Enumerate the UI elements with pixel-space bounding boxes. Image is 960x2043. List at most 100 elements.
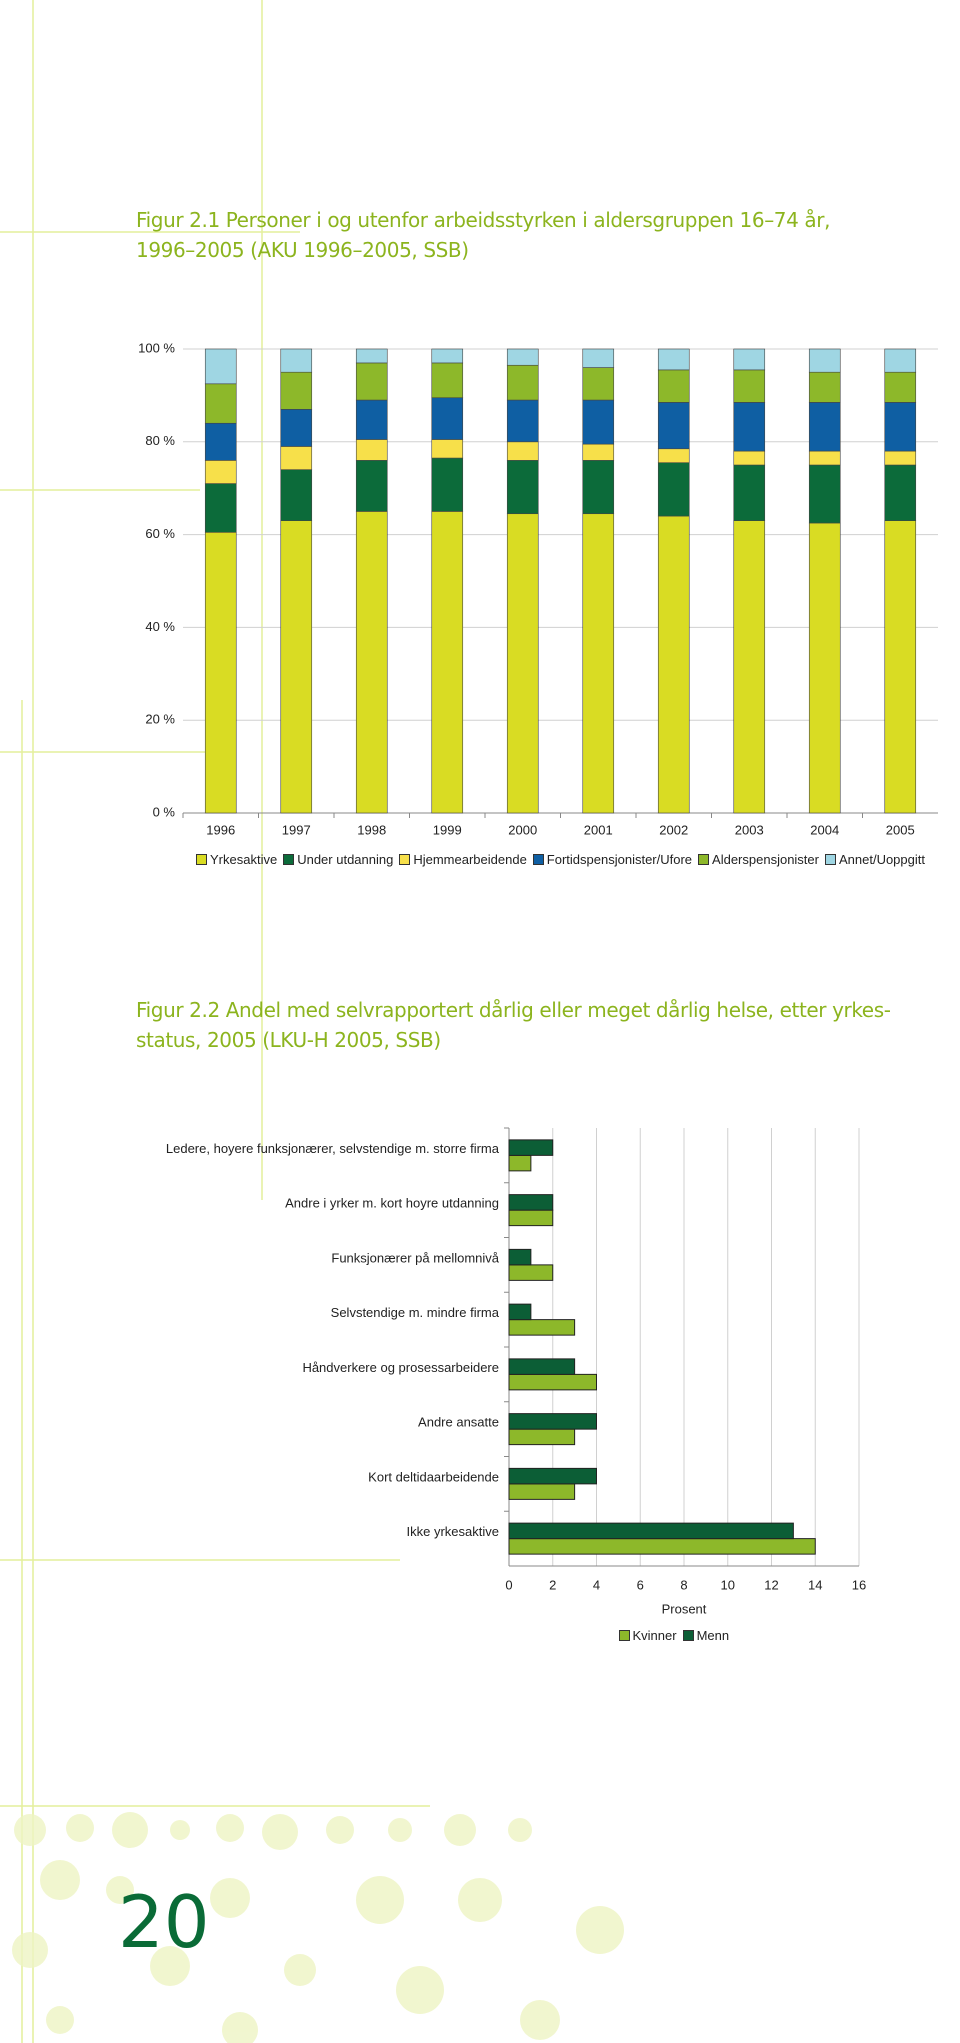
bar-segment xyxy=(733,348,766,371)
legend-swatch xyxy=(283,854,295,865)
bar-segment xyxy=(506,513,539,814)
y-tick-label: Ikke yrkesaktive xyxy=(407,1524,499,1539)
y-tick-label: 60 % xyxy=(145,526,175,541)
bar xyxy=(508,1319,576,1336)
bar-segment xyxy=(582,513,615,814)
bar-segment xyxy=(355,399,388,440)
bar xyxy=(508,1358,576,1375)
bar-segment xyxy=(204,348,237,385)
bar-segment xyxy=(808,464,841,524)
bar-segment xyxy=(204,460,237,484)
bar-segment xyxy=(355,362,388,401)
legend-item: Yrkesaktive xyxy=(196,852,277,867)
bar-segment xyxy=(808,522,841,814)
x-tick-label: 1997 xyxy=(282,822,311,837)
bar-segment xyxy=(884,371,917,403)
legend-item: Annet/Uoppgitt xyxy=(824,852,925,867)
bar-segment xyxy=(431,511,464,814)
bar xyxy=(508,1194,554,1211)
x-tick-label: 14 xyxy=(808,1577,822,1592)
legend-label: Menn xyxy=(696,1628,730,1643)
bar-segment xyxy=(355,439,388,461)
legend-swatch xyxy=(618,1630,630,1641)
y-tick-label: Andre i yrker m. kort hoyre utdanning xyxy=(285,1196,499,1211)
bar-segment xyxy=(506,460,539,515)
bar-segment xyxy=(355,348,388,364)
bar-segment xyxy=(506,348,539,366)
bar-segment xyxy=(733,402,766,452)
x-axis-title: Prosent xyxy=(662,1601,707,1616)
legend-item: Hjemmearbeidende xyxy=(399,852,527,867)
bar-segment xyxy=(280,409,313,447)
bar-segment xyxy=(884,464,917,521)
bar-segment xyxy=(582,399,615,445)
page-number: 20 xyxy=(118,1880,210,1964)
legend-item: Menn xyxy=(682,1628,730,1643)
legend-swatch xyxy=(532,854,544,865)
legend-label: Annet/Uoppgitt xyxy=(838,852,925,867)
bar-segment xyxy=(808,402,841,452)
bar-segment xyxy=(657,462,690,517)
legend-label: Kvinner xyxy=(632,1628,677,1643)
bar-segment xyxy=(431,457,464,512)
x-tick-label: 2005 xyxy=(886,822,915,837)
legend-label: Fortidspensjonister/Ufore xyxy=(546,852,693,867)
legend-item: Under utdanning xyxy=(283,852,393,867)
bar-segment xyxy=(582,460,615,515)
bar-segment xyxy=(582,443,615,461)
legend-label: Hjemmearbeidende xyxy=(413,852,527,867)
x-tick-label: 2003 xyxy=(735,822,764,837)
bar-segment xyxy=(733,464,766,521)
bar-segment xyxy=(204,383,237,424)
bar-segment xyxy=(280,469,313,521)
legend-item: Alderspensjonister xyxy=(698,852,819,867)
legend-swatch xyxy=(196,854,207,865)
bar-segment xyxy=(808,371,841,403)
legend-swatch xyxy=(698,854,710,865)
bar-segment xyxy=(280,348,313,373)
bar-segment xyxy=(884,520,917,814)
bar-segment xyxy=(204,483,237,533)
bar-segment xyxy=(506,399,539,443)
bar xyxy=(508,1522,794,1540)
y-tick-label: Kort deltidaarbeidende xyxy=(368,1469,499,1484)
bar-segment xyxy=(431,348,464,364)
x-tick-label: 6 xyxy=(637,1577,644,1592)
bar-segment xyxy=(733,369,766,403)
x-tick-label: 1999 xyxy=(433,822,462,837)
y-tick-label: Håndverkere og prosessarbeidere xyxy=(302,1360,499,1375)
bar xyxy=(508,1209,554,1227)
bar xyxy=(508,1483,576,1500)
x-tick-label: 4 xyxy=(593,1577,600,1592)
bar-segment xyxy=(657,369,690,403)
legend: Kvinner Menn xyxy=(618,1628,730,1643)
bar-segment xyxy=(808,450,841,466)
bar-segment xyxy=(733,450,766,466)
x-tick-label: 8 xyxy=(680,1577,687,1592)
y-tick-label: Andre ansatte xyxy=(418,1415,499,1430)
bar-segment xyxy=(280,371,313,410)
x-tick-label: 16 xyxy=(852,1577,866,1592)
bar xyxy=(508,1303,532,1321)
legend-label: Yrkesaktive xyxy=(210,852,278,867)
bar xyxy=(508,1248,532,1266)
bar xyxy=(508,1154,532,1172)
x-tick-label: 1998 xyxy=(357,822,386,837)
bar-segment xyxy=(204,531,237,814)
y-tick-label: 80 % xyxy=(145,433,175,448)
figure-title: Figur 2.1 Personer i og utenfor arbeidss… xyxy=(136,208,831,262)
x-tick-label: 12 xyxy=(764,1577,778,1592)
y-tick-label: 40 % xyxy=(145,619,175,634)
bar xyxy=(508,1538,816,1555)
legend-item: Kvinner xyxy=(618,1628,677,1643)
bar xyxy=(508,1428,576,1446)
y-tick-label: Ledere, hoyere funksjonærer, selvstendig… xyxy=(166,1141,500,1156)
y-tick-label: Funksjonærer på mellomnivå xyxy=(331,1250,499,1265)
bar-segment xyxy=(355,460,388,512)
bar-segment xyxy=(657,448,690,463)
x-tick-label: 2 xyxy=(549,1577,556,1592)
y-tick-label: 100 % xyxy=(138,340,175,355)
y-tick-label: Selvstendige m. mindre firma xyxy=(331,1305,500,1320)
